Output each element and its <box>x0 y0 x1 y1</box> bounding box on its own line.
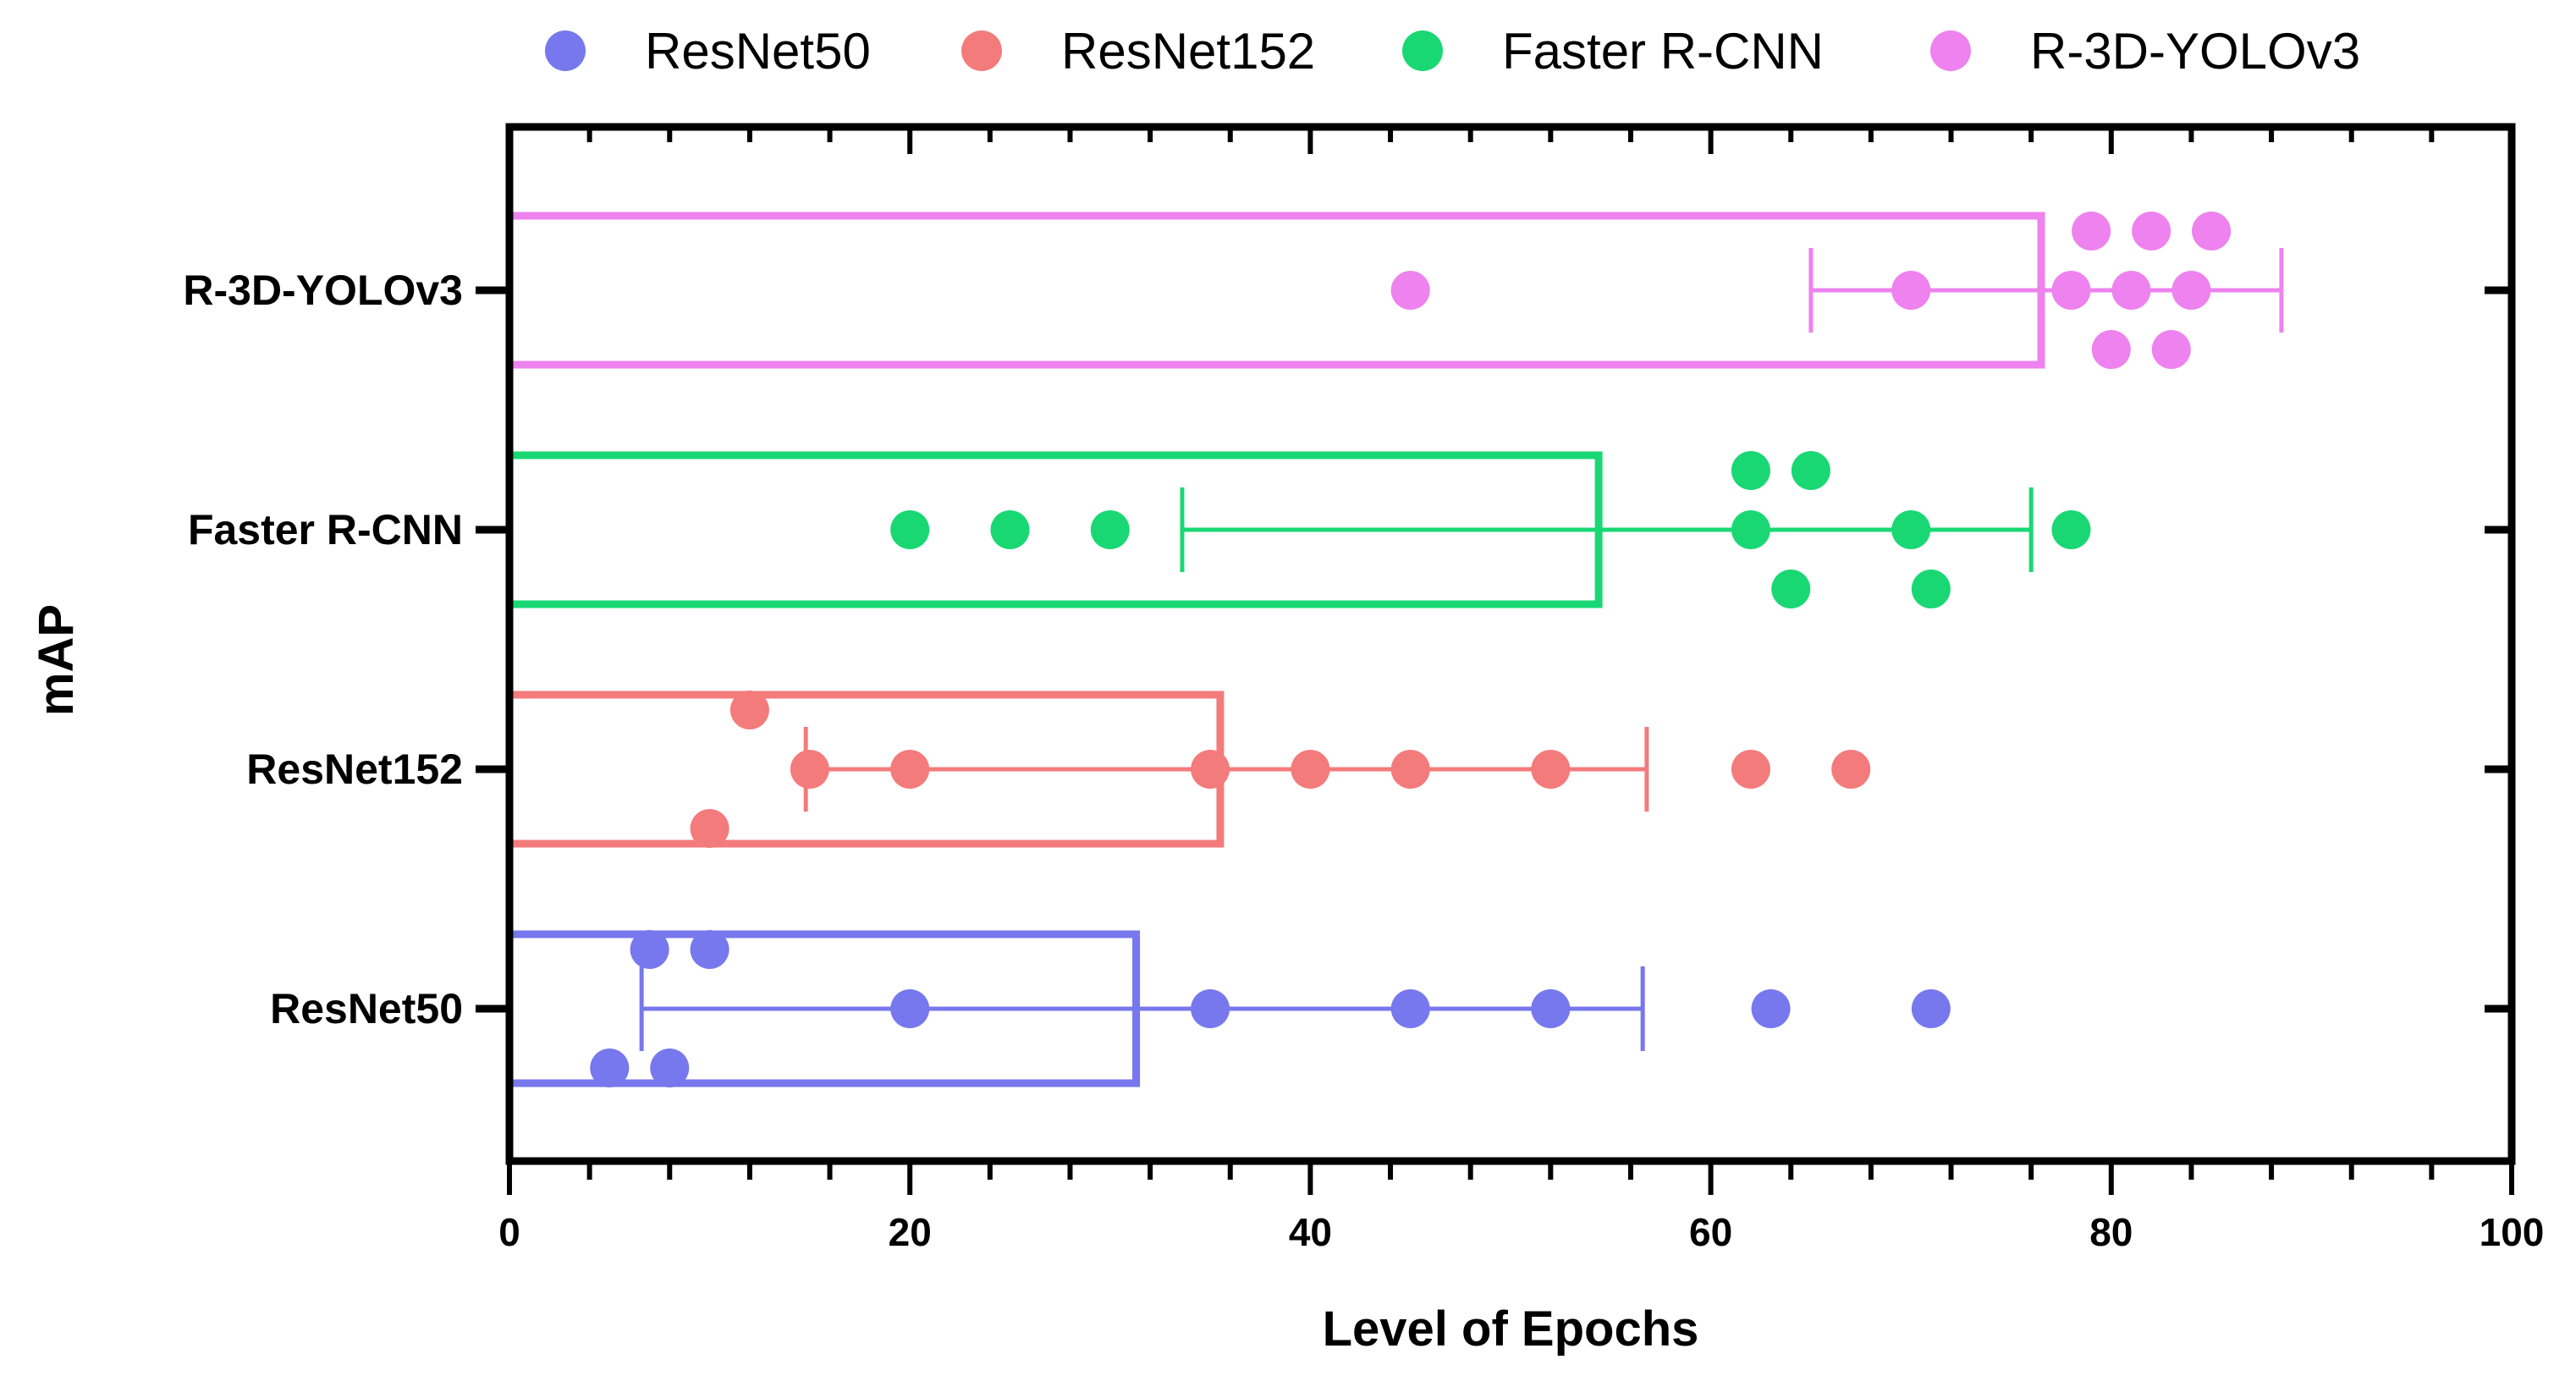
data-point-r-3d-yolov3 <box>1390 271 1430 310</box>
data-point-resnet152 <box>1731 750 1770 789</box>
legend-marker <box>1930 30 1971 71</box>
x-tick-label: 40 <box>1289 1210 1332 1254</box>
legend-marker <box>961 30 1002 71</box>
data-point-r-3d-yolov3 <box>2171 271 2211 310</box>
data-point-resnet50 <box>590 1049 630 1087</box>
data-point-r-3d-yolov3 <box>2072 212 2111 250</box>
data-point-r-3d-yolov3 <box>2111 271 2151 310</box>
data-point-resnet152 <box>690 809 729 848</box>
x-tick-label: 100 <box>2480 1210 2545 1254</box>
ticks-layer: ResNet50 ResNet152 Faster R-CNN R-3D-YOLOv3… <box>183 127 2544 1254</box>
y-axis-title: mAP <box>29 604 84 716</box>
data-point-faster-r-cnn <box>1771 570 1811 608</box>
data-point-resnet152 <box>790 750 829 789</box>
data-point-resnet152 <box>1191 750 1230 789</box>
data-point-resnet152 <box>890 750 930 789</box>
data-point-resnet50 <box>1390 989 1430 1028</box>
y-tick-label-faster-r-cnn: Faster R-CNN <box>188 506 463 553</box>
legend-marker <box>1402 30 1443 71</box>
y-tick-label-resnet50: ResNet50 <box>270 985 463 1032</box>
x-tick-label: 60 <box>1689 1210 1732 1254</box>
data-point-resnet152 <box>1291 750 1330 789</box>
data-point-faster-r-cnn <box>2051 510 2091 549</box>
y-tick-label-r-3d-yolov3: R-3D-YOLOv3 <box>183 267 463 314</box>
data-point-resnet50 <box>650 1049 690 1087</box>
data-point-faster-r-cnn <box>1911 570 1951 608</box>
data-point-resnet50 <box>690 930 729 969</box>
x-tick-label: 80 <box>2089 1210 2133 1254</box>
data-point-resnet152 <box>1831 750 1871 789</box>
x-tick-label: 20 <box>889 1210 932 1254</box>
data-point-resnet152 <box>1531 750 1571 789</box>
data-point-r-3d-yolov3 <box>2192 212 2232 250</box>
data-point-faster-r-cnn <box>1731 451 1770 490</box>
legend-label: R-3D-YOLOv3 <box>2030 23 2360 80</box>
points-layer <box>590 212 2232 1087</box>
data-point-r-3d-yolov3 <box>2091 330 2131 369</box>
data-point-faster-r-cnn <box>1090 510 1130 549</box>
legend: ResNet50 ResNet152 Faster R-CNN R-3D-YOLOv3 <box>545 23 2360 80</box>
data-point-r-3d-yolov3 <box>1891 271 1931 310</box>
legend-marker <box>545 30 586 71</box>
plot-frame <box>505 123 2516 1165</box>
y-tick-label-resnet152: ResNet152 <box>246 746 463 793</box>
x-tick-label: 0 <box>498 1210 520 1254</box>
data-point-resnet50 <box>1191 989 1230 1028</box>
data-point-faster-r-cnn <box>1891 510 1931 549</box>
data-point-resnet50 <box>630 930 669 969</box>
data-point-resnet152 <box>729 691 769 729</box>
bars-layer <box>505 212 2045 1087</box>
data-point-faster-r-cnn <box>1731 510 1770 549</box>
data-point-faster-r-cnn <box>1791 451 1830 490</box>
data-point-faster-r-cnn <box>990 510 1030 549</box>
legend-label: ResNet152 <box>1061 23 1315 80</box>
x-axis-title: Level of Epochs <box>1323 1302 1699 1357</box>
data-point-resnet50 <box>890 989 930 1028</box>
data-point-resnet50 <box>1531 989 1571 1028</box>
legend-label: ResNet50 <box>645 23 871 80</box>
data-point-r-3d-yolov3 <box>2132 212 2171 250</box>
data-point-r-3d-yolov3 <box>2151 330 2191 369</box>
data-point-faster-r-cnn <box>890 510 930 549</box>
data-point-resnet50 <box>1751 989 1791 1028</box>
legend-label: Faster R-CNN <box>1502 23 1824 80</box>
data-point-resnet50 <box>1911 989 1951 1028</box>
data-point-resnet152 <box>1390 750 1430 789</box>
data-point-r-3d-yolov3 <box>2051 271 2091 310</box>
